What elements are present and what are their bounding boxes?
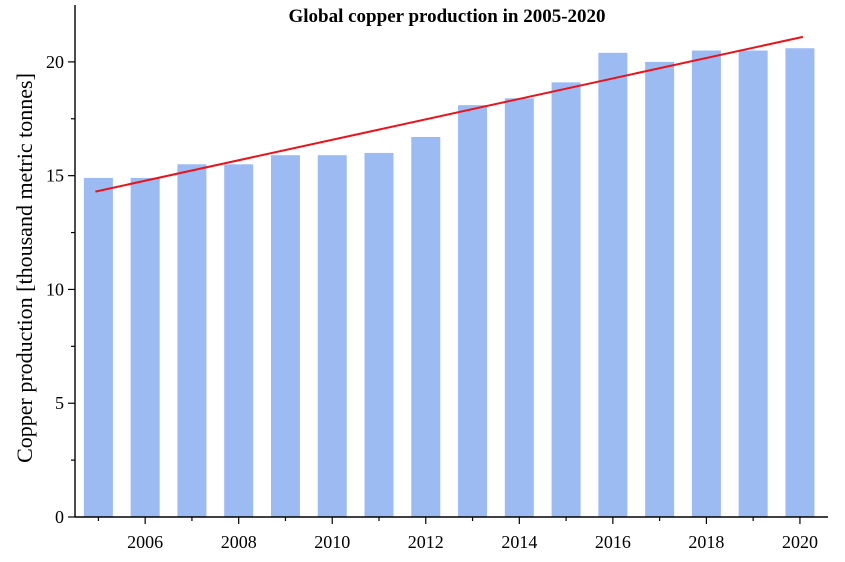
x-tick-label-2008: 2008 bbox=[221, 532, 257, 552]
x-tick-label-2018: 2018 bbox=[688, 532, 724, 552]
x-tick-label-2006: 2006 bbox=[127, 532, 163, 552]
x-tick-label-2010: 2010 bbox=[314, 532, 350, 552]
y-tick-label-20: 20 bbox=[46, 52, 64, 72]
y-tick-label-15: 15 bbox=[46, 166, 64, 186]
bar-2017 bbox=[645, 61, 675, 518]
y-tick-label-10: 10 bbox=[46, 279, 64, 299]
bar-2007 bbox=[177, 164, 207, 518]
y-ticks: 0 5 10 15 20 bbox=[46, 52, 75, 527]
bar-2009 bbox=[270, 155, 300, 518]
bar-2018 bbox=[691, 50, 721, 518]
axes bbox=[74, 5, 828, 518]
y-axis-label: Copper production [thousand metric tonne… bbox=[12, 73, 37, 463]
x-tick-label-2020: 2020 bbox=[782, 532, 818, 552]
bar-2019 bbox=[738, 50, 768, 518]
x-tick-label-2012: 2012 bbox=[408, 532, 444, 552]
bar-2008 bbox=[224, 164, 254, 518]
bar-2013 bbox=[458, 105, 488, 517]
bar-2005 bbox=[83, 177, 113, 518]
bar-2012 bbox=[411, 136, 441, 517]
x-tick-label-2014: 2014 bbox=[501, 532, 537, 552]
bar-2011 bbox=[364, 152, 394, 517]
x-tick-label-2016: 2016 bbox=[595, 532, 631, 552]
trendline bbox=[95, 35, 804, 193]
bar-2016 bbox=[598, 52, 628, 517]
bar-2010 bbox=[317, 155, 347, 518]
y-tick-label-5: 5 bbox=[55, 393, 64, 413]
x-ticks: 2006 2008 2010 2012 2014 2016 2018 2020 bbox=[97, 517, 818, 552]
bar-2020 bbox=[785, 48, 815, 517]
bars bbox=[83, 48, 815, 518]
bar-2006 bbox=[130, 177, 160, 518]
bar-2014 bbox=[504, 98, 534, 517]
trendline-group bbox=[95, 35, 804, 193]
y-tick-label-0: 0 bbox=[55, 507, 64, 527]
bar-2015 bbox=[551, 82, 581, 517]
chart-title: Global copper production in 2005-2020 bbox=[288, 6, 605, 27]
